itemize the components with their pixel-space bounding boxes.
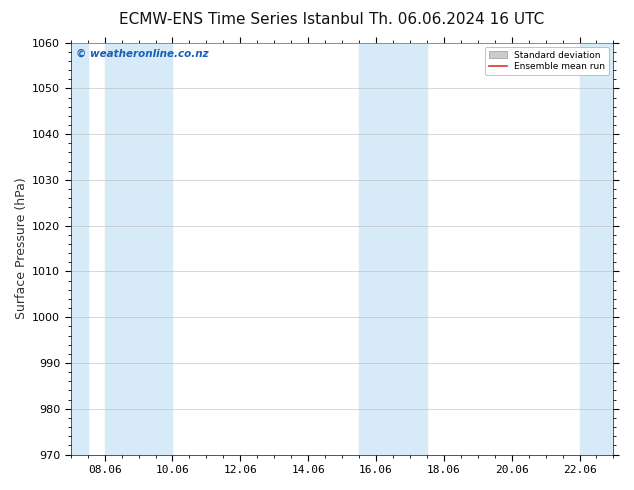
- Bar: [71, 43, 87, 455]
- Bar: [359, 43, 427, 455]
- Y-axis label: Surface Pressure (hPa): Surface Pressure (hPa): [15, 178, 28, 319]
- Bar: [105, 43, 172, 455]
- Bar: [579, 43, 614, 455]
- Text: © weatheronline.co.nz: © weatheronline.co.nz: [76, 49, 209, 59]
- Text: Th. 06.06.2024 16 UTC: Th. 06.06.2024 16 UTC: [369, 12, 544, 27]
- Legend: Standard deviation, Ensemble mean run: Standard deviation, Ensemble mean run: [486, 47, 609, 75]
- Text: ECMW-ENS Time Series Istanbul: ECMW-ENS Time Series Istanbul: [119, 12, 363, 27]
